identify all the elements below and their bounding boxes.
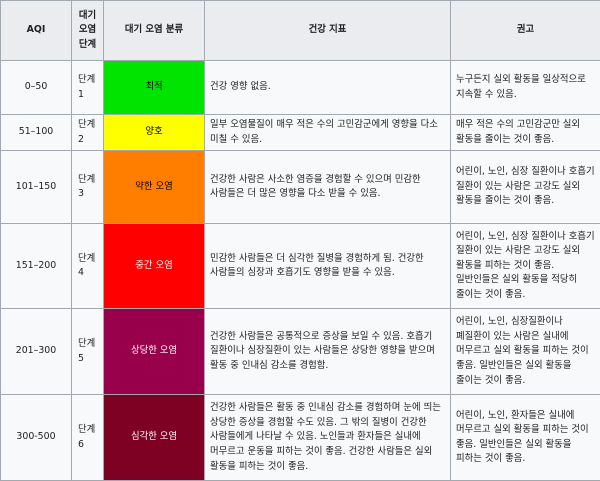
pollution-category: 상당한 오염 xyxy=(104,309,205,395)
pollution-level: 단계 6 xyxy=(72,395,104,481)
aqi-range: 51–100 xyxy=(1,115,72,151)
pollution-level: 단계 1 xyxy=(72,61,104,115)
health-indicator: 일부 오염물질이 매우 적은 수의 고민감군에게 영향을 다소 미칠 수 있음. xyxy=(205,115,451,151)
aqi-range: 101–150 xyxy=(1,151,72,224)
health-indicator: 민감한 사람들은 더 심각한 질병을 경험하게 됨. 건강한 사람들의 심장과 … xyxy=(205,224,451,309)
advice: 어린이, 노인, 환자들은 실내에 머무르고 실외 활동을 피하는 것이 좋음.… xyxy=(451,395,600,481)
header-advice: 권고 xyxy=(451,1,600,61)
aqi-range: 300-500 xyxy=(1,395,72,481)
advice: 어린이, 노인, 심장 질환이나 호흡기 질환이 있는 사람은 고강도 실외 활… xyxy=(451,224,600,309)
pollution-category: 중간 오염 xyxy=(104,224,205,309)
header-category: 대기 오염 분류 xyxy=(104,1,205,61)
pollution-level: 단계 4 xyxy=(72,224,104,309)
table-row: 51–100 단계 2 양호 일부 오염물질이 매우 적은 수의 고민감군에게 … xyxy=(1,115,600,151)
header-health: 건강 지표 xyxy=(205,1,451,61)
aqi-range: 151–200 xyxy=(1,224,72,309)
health-indicator: 건강한 사람들은 공통적으로 증상을 보일 수 있음. 호흡기 질환이나 심장질… xyxy=(205,309,451,395)
table-row: 300-500 단계 6 심각한 오염 건강한 사람들은 활동 중 인내심 감소… xyxy=(1,395,600,481)
pollution-category: 최적 xyxy=(104,61,205,115)
pollution-category: 약한 오염 xyxy=(104,151,205,224)
pollution-level: 단계 3 xyxy=(72,151,104,224)
pollution-category: 심각한 오염 xyxy=(104,395,205,481)
table-row: 101–150 단계 3 약한 오염 건강한 사람은 사소한 염증을 경험할 수… xyxy=(1,151,600,224)
advice: 매우 적은 수의 고민감군만 실외 활동을 줄이는 것이 좋음. xyxy=(451,115,600,151)
advice: 누구든지 실외 활동을 일상적으로 지속할 수 있음. xyxy=(451,61,600,115)
header-aqi: AQI xyxy=(1,1,72,61)
pollution-category: 양호 xyxy=(104,115,205,151)
aqi-range: 201–300 xyxy=(1,309,72,395)
table-row: 151–200 단계 4 중간 오염 민감한 사람들은 더 심각한 질병을 경험… xyxy=(1,224,600,309)
advice: 어린이, 노인, 심장질환이나 폐질환이 있는 사람은 실내에 머무르고 실외 … xyxy=(451,309,600,395)
health-indicator: 건강한 사람들은 활동 중 인내심 감소를 경험하며 눈에 띄는 상당한 증상을… xyxy=(205,395,451,481)
header-level: 대기 오염 단계 xyxy=(72,1,104,61)
health-indicator: 건강한 사람은 사소한 염증을 경험할 수 있으며 민감한 사람들은 더 많은 … xyxy=(205,151,451,224)
table-row: 0–50 단계 1 최적 건강 영향 없음. 누구든지 실외 활동을 일상적으로… xyxy=(1,61,600,115)
table-header-row: AQI 대기 오염 단계 대기 오염 분류 건강 지표 권고 xyxy=(1,1,600,61)
advice: 어린이, 노인, 심장 질환이나 호흡기 질환이 있는 사람은 고강도 실외 활… xyxy=(451,151,600,224)
health-indicator: 건강 영향 없음. xyxy=(205,61,451,115)
pollution-level: 단계 2 xyxy=(72,115,104,151)
aqi-range: 0–50 xyxy=(1,61,72,115)
table-row: 201–300 단계 5 상당한 오염 건강한 사람들은 공통적으로 증상을 보… xyxy=(1,309,600,395)
pollution-level: 단계 5 xyxy=(72,309,104,395)
